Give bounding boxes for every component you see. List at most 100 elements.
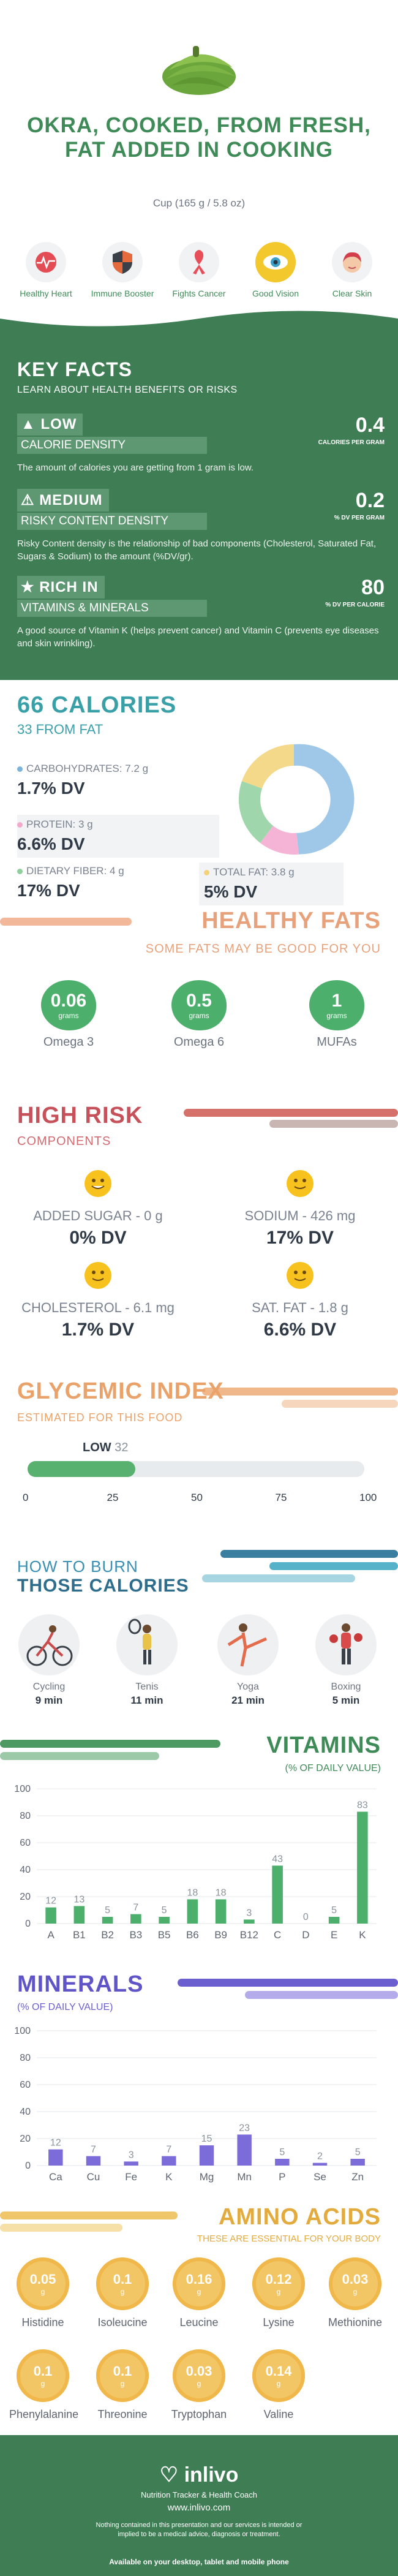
mineral-ytick: 0 xyxy=(25,2161,31,2171)
activity-yoga: Yoga 21 min xyxy=(211,1614,285,1707)
vitamin-bar xyxy=(102,1917,113,1924)
amino-badge: 0.03 g xyxy=(173,2349,225,2402)
fact-value: 0.4 xyxy=(355,414,385,437)
mineral-value-label: 3 xyxy=(129,2150,134,2160)
vitamin-ytick: 20 xyxy=(20,1892,31,1902)
footer: ♡ inlivo Nutrition Tracker & Health Coac… xyxy=(0,2435,398,2576)
amino-badge: 0.1 g xyxy=(17,2349,69,2402)
benefit-label: Immune Booster xyxy=(91,289,154,298)
serving-size: Cup (165 g / 5.8 oz) xyxy=(152,197,246,209)
glycemic-tick: 100 xyxy=(359,1492,377,1503)
decor-band xyxy=(0,1740,220,1748)
minerals-section: MINERALS (% OF DAILY VALUE) 0 20 40 60 80 100… xyxy=(0,1966,398,2199)
fact-description: The amount of calories you are getting f… xyxy=(17,463,254,473)
benefit-immune-booster: Immune Booster xyxy=(89,242,156,299)
benefit-label: Clear Skin xyxy=(332,289,372,298)
key-facts-subheading: LEARN ABOUT HEALTH BENEFITS OR RISKS xyxy=(17,385,238,395)
vitamin-bar xyxy=(272,1865,283,1924)
thumbs-up-icon: ★ xyxy=(21,579,35,595)
glycemic-axis: 0 25 50 75 100 xyxy=(23,1492,377,1504)
food-title: OKRA, COOKED, FROM FRESH, FAT ADDED IN C… xyxy=(27,113,371,162)
amino-label: Methionine xyxy=(328,2316,383,2329)
fact-risky-content: ⚠ MEDIUM RISKY CONTENT DENSITY 0.2 % DV … xyxy=(17,489,385,563)
mineral-bar xyxy=(162,2156,176,2166)
smile-face-icon xyxy=(287,1170,314,1197)
risk-sat-fat: SAT. FAT - 1.8 g 6.6% DV xyxy=(208,1262,392,1340)
fact-value: 80 xyxy=(361,576,385,599)
smile-face-icon xyxy=(84,1262,111,1289)
decor-band xyxy=(0,2224,122,2232)
decor-band xyxy=(178,1979,398,1987)
amino-heading: AMINO ACIDS xyxy=(218,2204,381,2230)
mineral-value-label: 7 xyxy=(166,2145,171,2155)
nutrient-dv: 5% DV xyxy=(204,882,258,901)
nutrient-fat: TOTAL FAT: 3.8 g 5% DV xyxy=(199,863,344,905)
decor-band xyxy=(202,1574,355,1582)
mineral-category-label: Mn xyxy=(237,2171,252,2183)
vitamins-bar-chart: 0 20 40 60 80 100 12 A 13 B1 5 B2 7 B3 5 B5 18 B6 18 B9 3 B12… xyxy=(14,1784,377,1941)
amino-label: Isoleucine xyxy=(97,2316,148,2329)
mineral-value-label: 5 xyxy=(279,2147,285,2158)
fact-name: CALORIE DENSITY xyxy=(17,437,207,454)
decor-band xyxy=(282,1400,398,1408)
decor-band xyxy=(0,1752,159,1760)
mineral-category-label: Mg xyxy=(200,2171,214,2183)
amino-sub: THESE ARE ESSENTIAL FOR YOUR BODY xyxy=(197,2234,381,2244)
glycemic-tick: 75 xyxy=(275,1492,287,1503)
footer-url[interactable]: www.inlivo.com xyxy=(167,2502,231,2513)
brand-logo: ♡ inlivo xyxy=(159,2463,239,2487)
nutrient-fiber: DIETARY FIBER: 4 g 17% DV xyxy=(17,865,124,900)
footer-tagline: Nutrition Tracker & Health Coach xyxy=(140,2490,258,2499)
mineral-bar xyxy=(312,2162,328,2166)
benefit-clear-skin: Clear Skin xyxy=(318,242,386,299)
healthy-fats-section: HEALTHY FATS SOME FATS MAY BE GOOD FOR Y… xyxy=(0,894,398,1097)
amino-label: Tryptophan xyxy=(171,2408,227,2420)
mineral-category-label: Fe xyxy=(125,2171,137,2183)
vitamin-value-label: 7 xyxy=(133,1903,138,1913)
mineral-ytick: 60 xyxy=(20,2080,31,2090)
glycemic-level: LOW 32 xyxy=(83,1441,129,1454)
amino-badge: 0.1 g xyxy=(96,2349,149,2402)
decor-band xyxy=(245,1991,398,1999)
vitamin-ytick: 80 xyxy=(20,1811,31,1821)
amino-tryptophan: 0.03 g Tryptophan xyxy=(165,2349,233,2421)
amino-badge: 0.14 g xyxy=(252,2349,305,2402)
amino-label: Leucine xyxy=(179,2316,219,2329)
footer-disclaimer: Nothing contained in this presentation a… xyxy=(96,2521,302,2538)
amino-label: Valine xyxy=(263,2408,294,2420)
vitamin-category-label: B12 xyxy=(240,1929,258,1941)
amino-label: Histidine xyxy=(21,2316,64,2329)
vitamin-category-label: C xyxy=(274,1929,281,1941)
wave-divider xyxy=(0,311,398,334)
smile-face-icon xyxy=(287,1262,314,1289)
donut-slice-fat xyxy=(242,744,294,788)
donut-slice-protein xyxy=(260,826,299,855)
mineral-category-label: Se xyxy=(314,2171,326,2183)
fat-mufas: 1 grams MUFAs xyxy=(300,980,374,1049)
amino-methionine: 0.03 g Methionine xyxy=(321,2257,389,2329)
face-icon xyxy=(332,242,372,282)
vitamin-bar xyxy=(328,1917,340,1924)
vitamin-ytick: 0 xyxy=(25,1919,31,1929)
high-risk-sub: COMPONENTS xyxy=(17,1135,111,1148)
amino-label: Threonine xyxy=(97,2408,148,2420)
mineral-category-label: K xyxy=(165,2171,173,2183)
amino-isoleucine: 0.1 g Isoleucine xyxy=(89,2257,156,2329)
mineral-bar xyxy=(350,2159,365,2166)
amino-section: AMINO ACIDS THESE ARE ESSENTIAL FOR YOUR… xyxy=(0,2199,398,2435)
vitamins-heading: VITAMINS xyxy=(266,1732,381,1758)
eye-icon xyxy=(255,242,296,282)
glycemic-section: GLYCEMIC INDEX ESTIMATED FOR THIS FOOD L… xyxy=(0,1366,398,1532)
macro-donut-chart xyxy=(238,744,355,855)
mineral-ytick: 100 xyxy=(14,2026,31,2036)
activity-tenis: Tenis 11 min xyxy=(110,1614,184,1707)
fact-calorie-density: ▲ LOW CALORIE DENSITY 0.4 CALORIES PER G… xyxy=(17,414,385,474)
vitamin-ytick: 60 xyxy=(20,1838,31,1848)
risk-sodium: SODIUM - 426 mg 17% DV xyxy=(208,1170,392,1248)
glycemic-track xyxy=(28,1461,364,1477)
risk-cholesterol: CHOLESTEROL - 6.1 mg 1.7% DV xyxy=(6,1262,190,1340)
high-risk-heading: HIGH RISK xyxy=(17,1103,143,1128)
healthy-fats-sub: SOME FATS MAY BE GOOD FOR YOU xyxy=(145,942,381,956)
vitamin-bar xyxy=(215,1899,227,1924)
amino-threonine: 0.1 g Threonine xyxy=(89,2349,156,2421)
